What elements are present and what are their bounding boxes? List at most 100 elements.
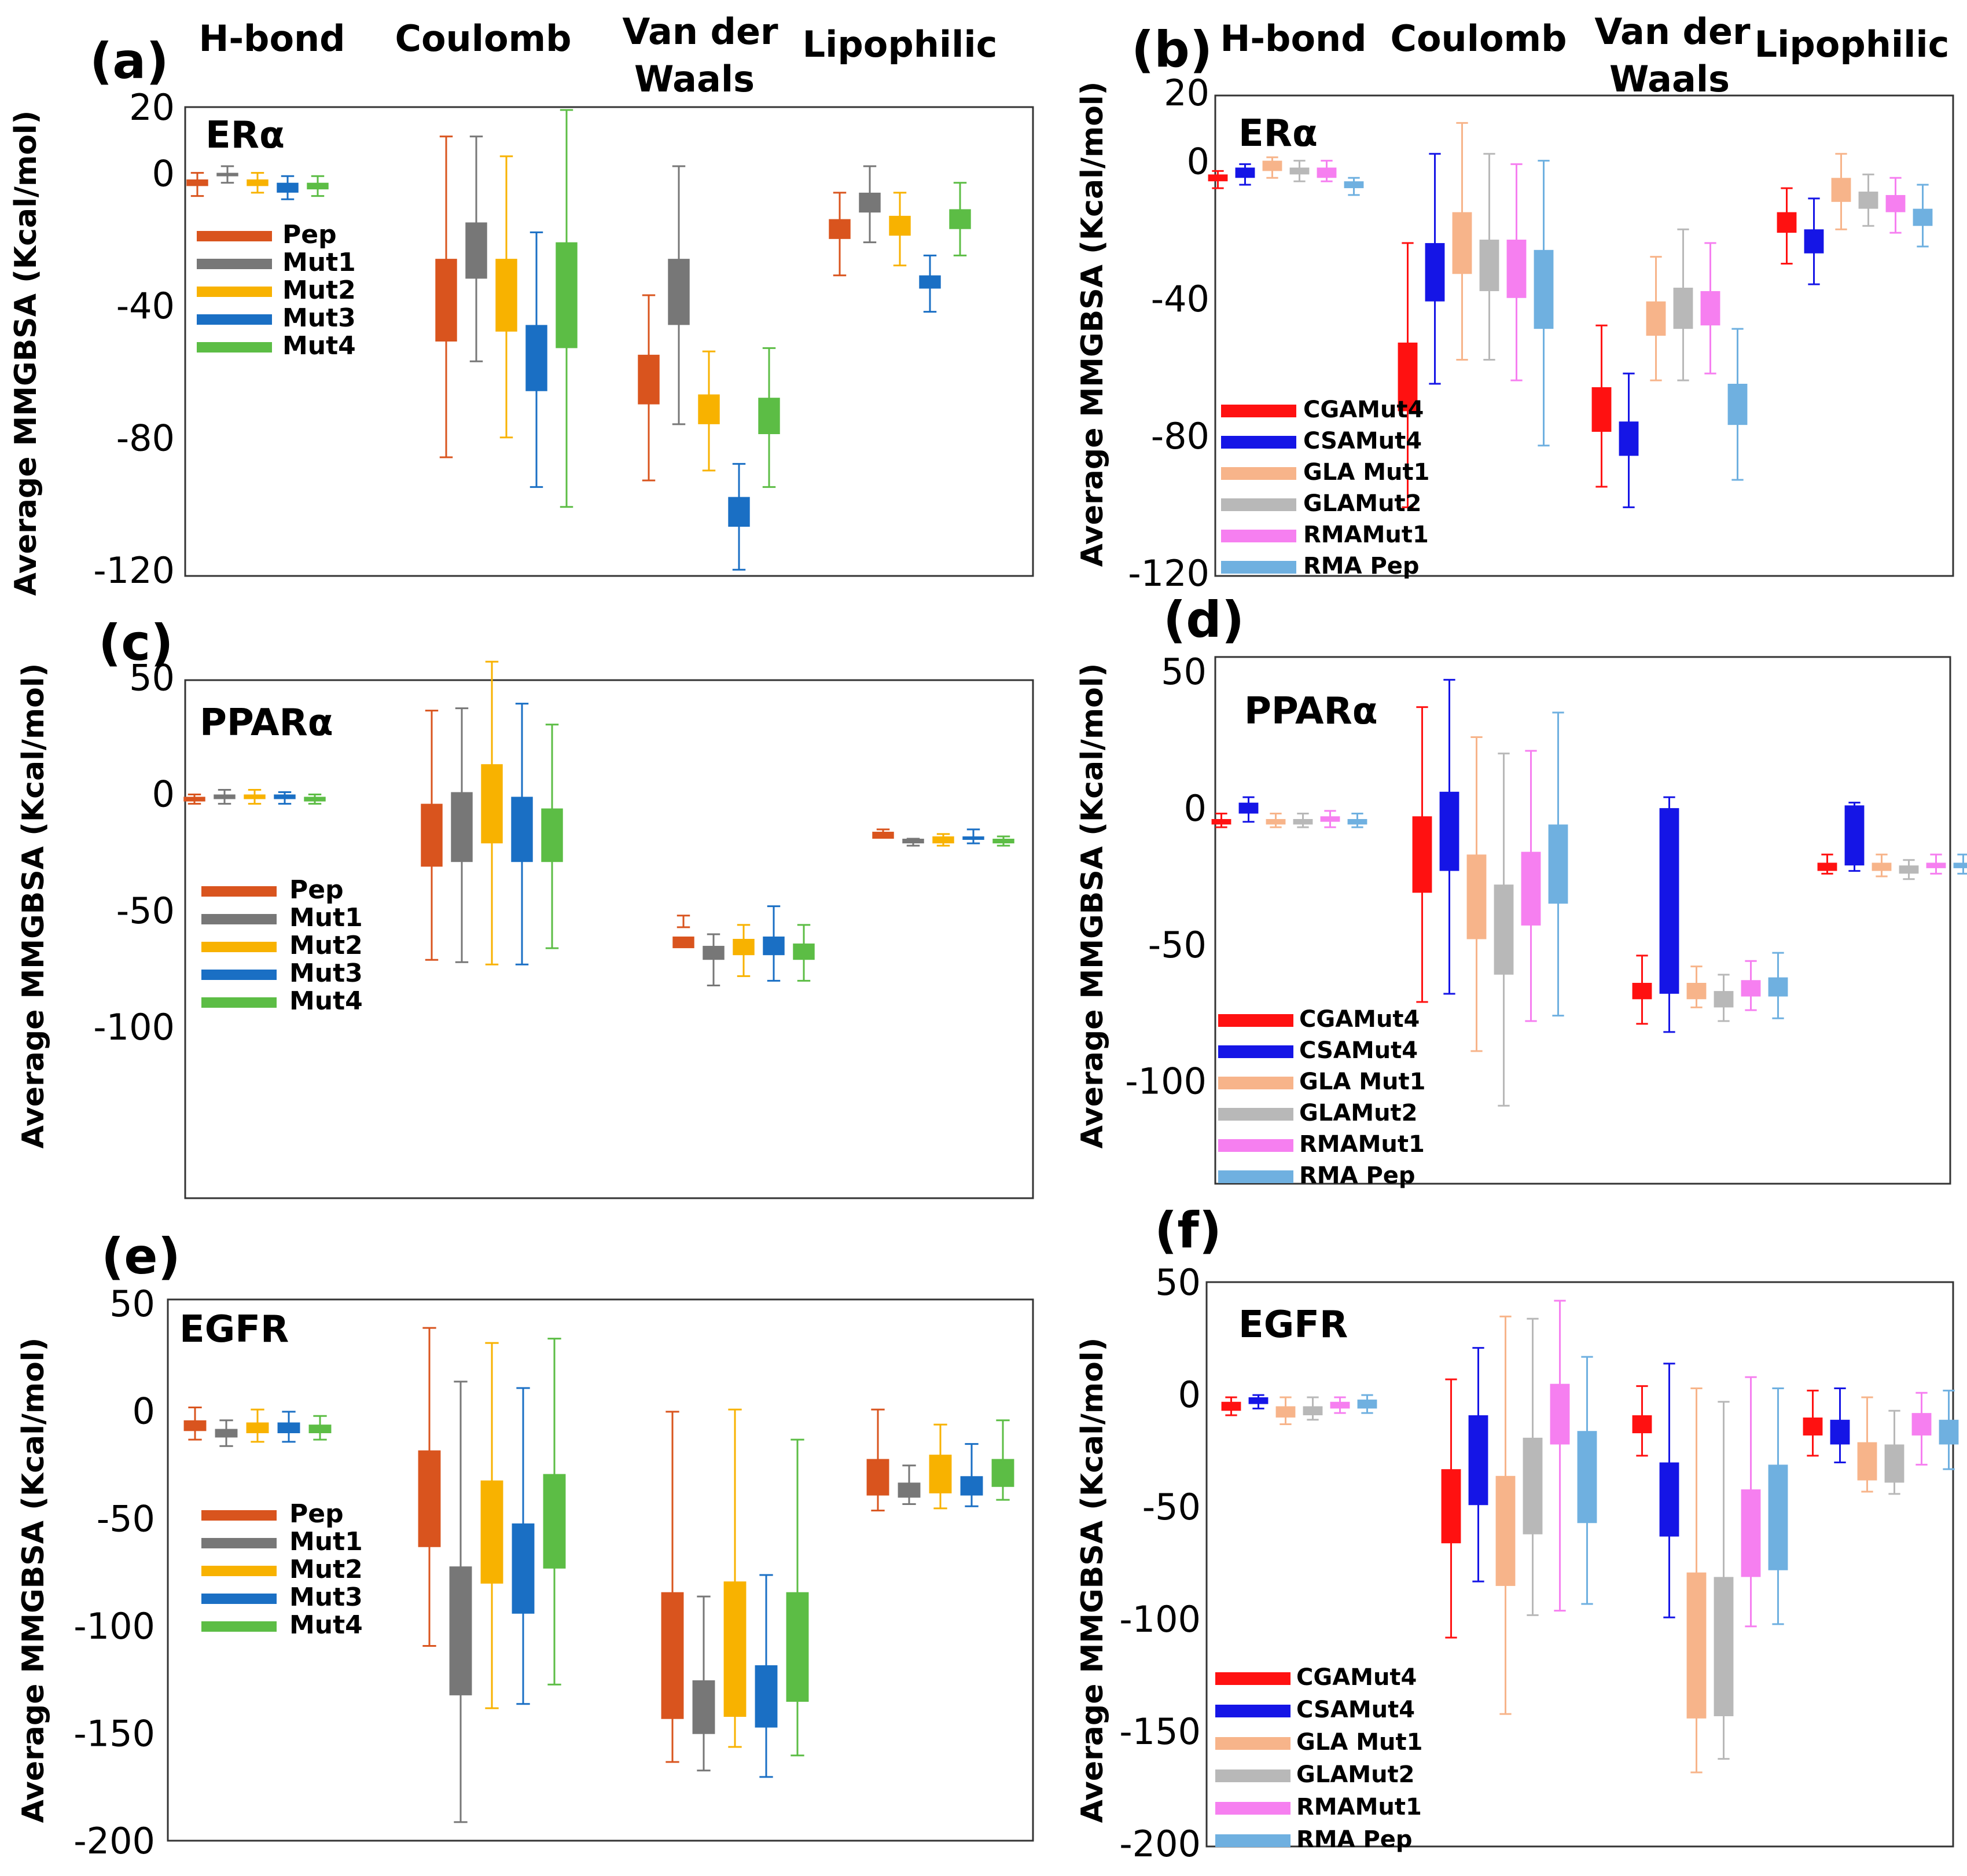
legend-label-gla-mut1: GLA Mut1 [1299,1069,1425,1095]
box-mut3-vdw [763,905,785,982]
box-mut1-hbond [216,165,238,184]
box-mut2-lipo [932,833,954,847]
box-rma-pep-lipo [1939,1389,1959,1470]
box-body [1317,167,1337,178]
panel-f-yaxis: 50 0 -50 -100 -150 -200 [1119,1261,1201,1865]
ytick-label: -200 [73,1820,155,1862]
box-mut1-vdw [668,165,690,425]
ytick-label: -40 [116,285,175,327]
panel-e-frame [167,1298,1034,1842]
legend-label-csamut4: CSAMut4 [1303,428,1422,454]
ytick-label: 0 [1178,1374,1201,1416]
box-body [829,219,851,239]
box-body [1548,824,1568,904]
box-mut4-coulomb [541,724,563,949]
box-mut4-hbond [304,794,326,805]
box-body [1506,240,1527,298]
box-mut4-coulomb [543,1338,566,1686]
legend-label-mut3: Mut3 [289,959,363,988]
box-body [1659,808,1679,994]
panel-b-cat-hbond: H-bond [1220,17,1366,60]
box-body [186,179,208,186]
box-body [1289,167,1310,175]
box-body [1768,977,1788,997]
box-glamut2-hbond [1289,160,1310,182]
legend-swatch-mut4 [197,342,272,353]
box-body [1347,818,1367,825]
box-body [1293,818,1313,825]
box-body [435,259,457,342]
box-mut3-lipo [960,1443,983,1507]
legend-label-pep: Pep [289,1499,344,1529]
panel-b-frame [1214,94,1954,577]
panel-a-yaxis: 20 0 -40 -80 -120 [93,86,175,592]
box-body [1686,982,1707,1000]
box-pep-lipo [866,1408,889,1512]
box-body [1803,1417,1823,1436]
box-cgamut4-lipo [1803,1389,1823,1457]
box-rma-pep-hbond [1357,1394,1377,1414]
box-rmamut1-coulomb [1550,1299,1570,1612]
ytick-label: -50 [1142,1486,1201,1528]
box-cgamut4-coulomb [1412,706,1432,1003]
box-body [1412,816,1432,893]
box-mut3-hbond [277,175,299,200]
legend-label-pep: Pep [282,220,337,249]
box-mut3-coulomb [525,231,547,488]
box-cgamut4-coulomb [1398,242,1418,508]
panel-b-cat-coulomb: Coulomb [1390,17,1567,60]
box-body [1727,384,1748,425]
box-body [511,796,533,862]
box-mut4-vdw [793,924,815,982]
box-body [1872,862,1892,871]
ytick-label: 0 [1187,141,1209,183]
panel-f-ylabel: Average MMGBSA (Kcal/mol) [1075,1338,1110,1823]
panel-b: (b) H-bond Coulomb Van der Waals Lipophi… [1075,10,1954,594]
panel-a-cat-hbond: H-bond [198,17,345,60]
box-mut2-vdw [698,350,720,472]
legend-swatch-mut4 [201,997,277,1008]
box-body [1830,1419,1850,1445]
box-body [1777,212,1797,233]
box-body [758,398,780,434]
legend-label-cgamut4: CGAMut4 [1299,1006,1420,1033]
box-body [919,275,941,289]
box-body [763,936,785,956]
box-body [244,794,266,799]
box-body [1330,1401,1350,1409]
legend-label-rma-pep: RMA Pep [1303,553,1420,579]
box-csamut4-vdw [1659,796,1679,1033]
box-body [1858,192,1878,209]
box-gla-mut1-lipo [1872,853,1892,878]
legend-swatch-csamut4 [1215,1705,1291,1717]
box-body [1741,1489,1761,1577]
box-mut4-lipo [949,182,971,256]
box-body [1911,1413,1932,1436]
panel-c-title: PPARα [200,702,333,744]
panel-a-letter: (a) [90,32,169,90]
box-body [1344,181,1364,189]
box-body [183,1420,207,1431]
box-body [1221,1401,1241,1411]
legend-swatch-mut3 [201,970,277,980]
box-gla-mut1-hbond [1266,813,1286,828]
legend-swatch-gla-mut1 [1221,467,1296,480]
box-mut2-lipo [929,1423,952,1510]
ytick-label: -120 [93,549,175,592]
legend-label-pep: Pep [289,875,344,905]
panel-c: (c) Average MMGBSA (Kcal/mol) PPARα 50 0 -… [16,614,1034,1199]
box-body [668,259,690,325]
box-body [1550,1383,1570,1445]
box-mut2-vdw [733,924,755,977]
box-body [246,1422,269,1434]
panel-f-frame [1205,1281,1954,1848]
box-gla-mut1-coulomb [1466,736,1487,1052]
box-gla-mut1-coulomb [1452,122,1472,361]
box-csamut4-lipo [1830,1387,1850,1464]
legend-swatch-gla-mut1 [1218,1077,1293,1089]
panel-e: (e) Average MMGBSA (Kcal/mol) EGFR 50 0 -5… [16,1228,1034,1862]
box-body [1534,249,1554,329]
box-gla-mut1-vdw [1646,256,1666,381]
legend-label-glamut2: GLAMut2 [1299,1100,1418,1126]
